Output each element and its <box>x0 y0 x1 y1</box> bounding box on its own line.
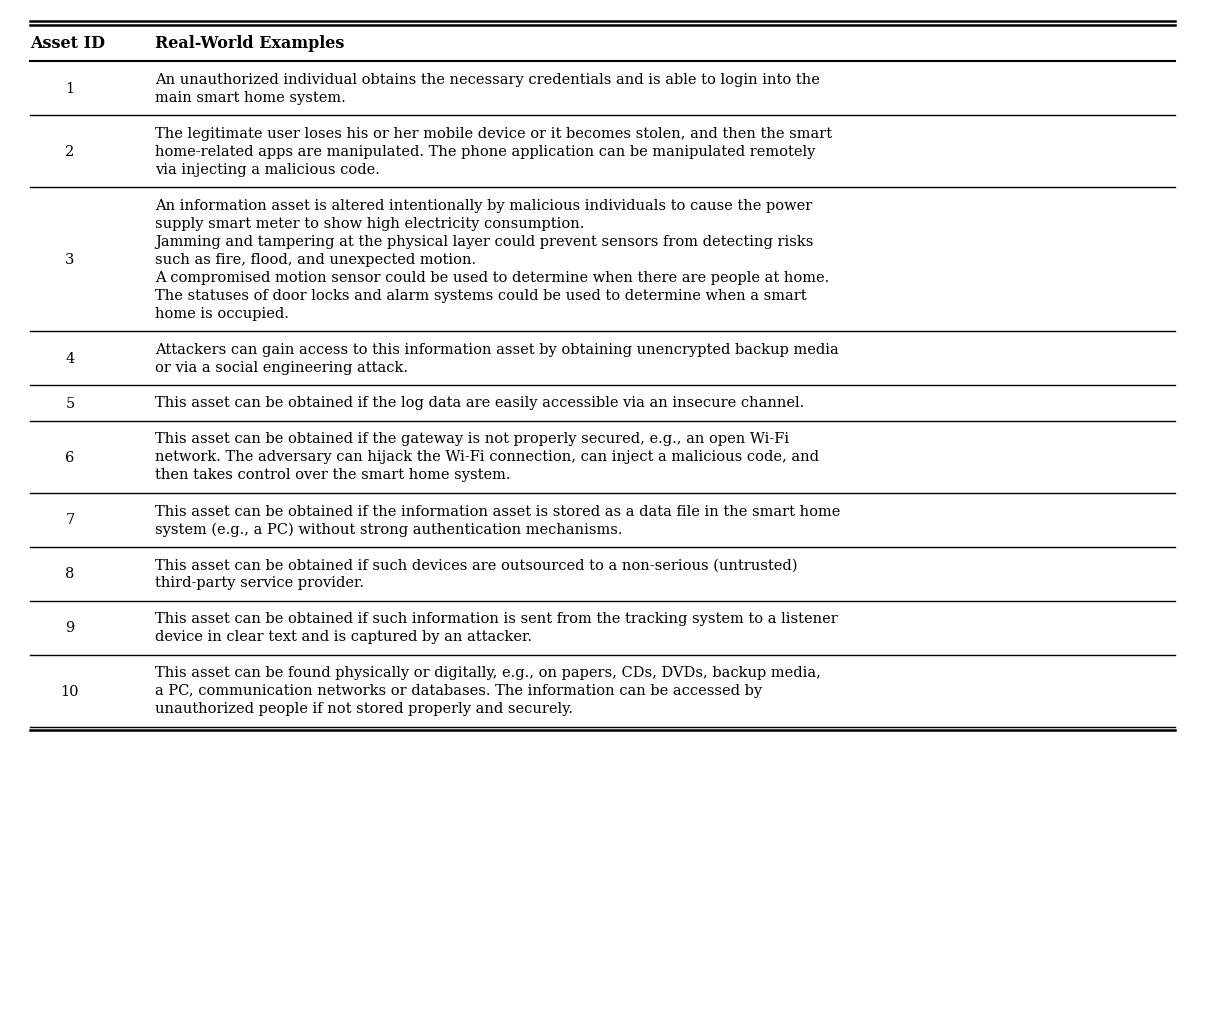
Text: via injecting a malicious code.: via injecting a malicious code. <box>155 163 380 176</box>
Text: then takes control over the smart home system.: then takes control over the smart home s… <box>155 468 511 482</box>
Text: network. The adversary can hijack the Wi-Fi connection, can inject a malicious c: network. The adversary can hijack the Wi… <box>155 450 819 464</box>
Text: main smart home system.: main smart home system. <box>155 90 346 104</box>
Text: 2: 2 <box>65 145 75 159</box>
Text: home-related apps are manipulated. The phone application can be manipulated remo: home-related apps are manipulated. The p… <box>155 145 816 159</box>
Text: 5: 5 <box>65 396 75 410</box>
Text: The legitimate user loses his or her mobile device or it becomes stolen, and the: The legitimate user loses his or her mob… <box>155 126 832 141</box>
Text: Attackers can gain access to this information asset by obtaining unencrypted bac: Attackers can gain access to this inform… <box>155 342 839 356</box>
Text: third-party service provider.: third-party service provider. <box>155 576 364 589</box>
Text: The statuses of door locks and alarm systems could be used to determine when a s: The statuses of door locks and alarm sys… <box>155 288 807 302</box>
Text: Real-World Examples: Real-World Examples <box>155 35 345 52</box>
Text: 8: 8 <box>65 567 75 581</box>
Text: 4: 4 <box>65 351 75 365</box>
Text: A compromised motion sensor could be used to determine when there are people at : A compromised motion sensor could be use… <box>155 270 829 284</box>
Text: This asset can be obtained if the information asset is stored as a data file in : This asset can be obtained if the inform… <box>155 504 841 518</box>
Text: This asset can be obtained if such devices are outsourced to a non-serious (untr: This asset can be obtained if such devic… <box>155 558 797 572</box>
Text: supply smart meter to show high electricity consumption.: supply smart meter to show high electric… <box>155 216 584 231</box>
Text: unauthorized people if not stored properly and securely.: unauthorized people if not stored proper… <box>155 702 574 716</box>
Text: This asset can be obtained if the gateway is not properly secured, e.g., an open: This asset can be obtained if the gatewa… <box>155 432 789 446</box>
Text: or via a social engineering attack.: or via a social engineering attack. <box>155 360 408 374</box>
Text: This asset can be obtained if such information is sent from the tracking system : This asset can be obtained if such infor… <box>155 612 837 626</box>
Text: This asset can be obtained if the log data are easily accessible via an insecure: This asset can be obtained if the log da… <box>155 396 805 410</box>
Text: 10: 10 <box>60 683 79 698</box>
Text: An unauthorized individual obtains the necessary credentials and is able to logi: An unauthorized individual obtains the n… <box>155 73 820 86</box>
Text: 9: 9 <box>65 621 75 635</box>
Text: system (e.g., a PC) without strong authentication mechanisms.: system (e.g., a PC) without strong authe… <box>155 522 622 536</box>
Text: This asset can be found physically or digitally, e.g., on papers, CDs, DVDs, bac: This asset can be found physically or di… <box>155 666 820 679</box>
Text: An information asset is altered intentionally by malicious individuals to cause : An information asset is altered intentio… <box>155 198 812 212</box>
Text: a PC, communication networks or databases. The information can be accessed by: a PC, communication networks or database… <box>155 683 762 698</box>
Text: 3: 3 <box>65 253 75 266</box>
Text: 6: 6 <box>65 450 75 464</box>
Text: home is occupied.: home is occupied. <box>155 306 289 320</box>
Text: Asset ID: Asset ID <box>30 35 105 52</box>
Text: 1: 1 <box>65 82 75 95</box>
Text: such as fire, flood, and unexpected motion.: such as fire, flood, and unexpected moti… <box>155 253 476 266</box>
Text: Jamming and tampering at the physical layer could prevent sensors from detecting: Jamming and tampering at the physical la… <box>155 235 813 249</box>
Text: device in clear text and is captured by an attacker.: device in clear text and is captured by … <box>155 630 532 644</box>
Text: 7: 7 <box>65 513 75 527</box>
